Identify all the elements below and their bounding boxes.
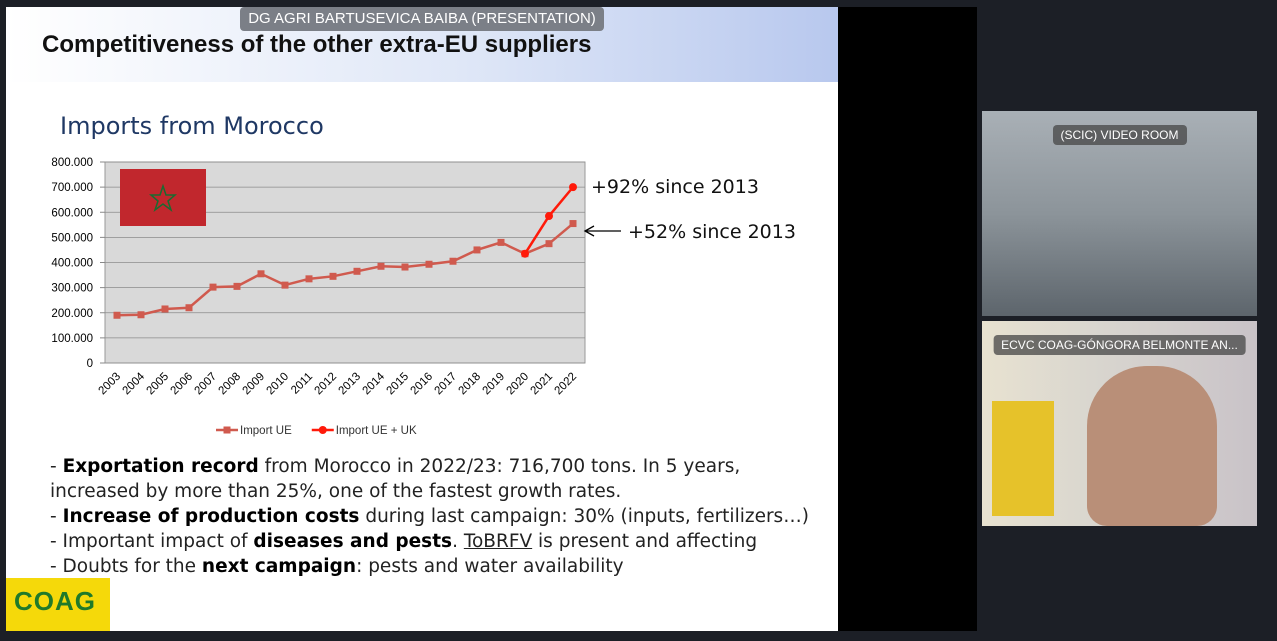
data-point (161, 305, 169, 313)
data-point (569, 183, 577, 192)
bullet-text: is present and affecting (532, 531, 758, 552)
x-tick-label: 2021 (529, 371, 556, 398)
bullet-text: ToBRFV (463, 531, 533, 552)
legend-marker (223, 426, 231, 434)
bullet-text: Exportation record (62, 456, 259, 477)
annotation-arrowhead (583, 225, 595, 237)
y-tick-label: 500.000 (51, 232, 93, 244)
y-tick-label: 600.000 (51, 207, 93, 219)
data-point (425, 260, 433, 268)
data-point (329, 272, 337, 280)
presenter-label: DG AGRI BARTUSEVICA BAIBA (PRESENTATION) (240, 7, 604, 31)
video-label: ECVC COAG-GÓNGORA BELMONTE AN... (993, 335, 1246, 355)
y-tick-label: 800.000 (51, 157, 93, 169)
data-point (305, 275, 313, 283)
x-tick-label: 2010 (265, 371, 292, 398)
x-tick-label: 2004 (121, 370, 148, 397)
data-point (521, 249, 529, 258)
bullet-text: - (50, 456, 63, 477)
y-tick-label: 100.000 (51, 333, 93, 345)
y-tick-label: 400.000 (51, 258, 93, 270)
annotation: +52% since 2013 (628, 221, 796, 243)
x-tick-label: 2009 (241, 371, 268, 398)
bullet-text: from Morocco in 2022/23: 716,700 tons. I… (50, 456, 741, 502)
bullet: - Doubts for the next campaign: pests an… (50, 554, 825, 579)
data-point (545, 212, 553, 221)
data-point (233, 282, 241, 290)
data-point (257, 270, 265, 278)
slide: Competitiveness of the other extra-EU su… (6, 7, 838, 631)
person (1087, 366, 1217, 526)
x-tick-label: 2022 (553, 371, 580, 398)
bullet: - Important impact of diseases and pests… (50, 529, 825, 554)
x-tick-label: 2006 (169, 371, 196, 398)
bullet-text: : pests and water availability (356, 556, 624, 577)
x-tick-label: 2015 (385, 371, 412, 398)
video-label: (SCIC) VIDEO ROOM (1052, 125, 1187, 145)
flag (120, 169, 206, 226)
chart-title: Imports from Morocco (60, 112, 324, 140)
data-point (449, 257, 457, 265)
data-point (185, 304, 193, 312)
y-tick-label: 200.000 (51, 308, 93, 320)
x-tick-label: 2011 (289, 371, 315, 397)
x-tick-label: 2017 (433, 371, 460, 398)
x-tick-label: 2018 (457, 371, 484, 398)
y-tick-label: 700.000 (51, 182, 93, 194)
annotation: +92% since 2013 (591, 176, 759, 198)
data-point (281, 281, 289, 289)
video-tile[interactable]: ECVC COAG-GÓNGORA BELMONTE AN... (982, 321, 1257, 526)
series-line (116, 222, 574, 317)
bullet-text: diseases and pests (253, 531, 453, 552)
x-tick-label: 2008 (217, 371, 244, 398)
legend-marker (318, 426, 327, 434)
data-point (545, 240, 553, 248)
legend-label: Import UE (240, 425, 292, 437)
data-point (497, 238, 505, 246)
legend-label: Import UE + UK (336, 425, 417, 437)
x-tick-label: 2013 (337, 371, 364, 398)
data-point (377, 262, 385, 270)
data-point (401, 263, 409, 271)
flag-star (148, 183, 178, 213)
bullet-text: - Doubts for the (50, 556, 202, 577)
bullet-text: next campaign (201, 556, 357, 577)
x-tick-label: 2020 (505, 371, 532, 398)
logo: COAG (6, 578, 110, 631)
black-area (838, 7, 977, 631)
x-tick-label: 2014 (361, 370, 388, 397)
slide-title: Competitiveness of the other extra-EU su… (42, 31, 592, 58)
y-tick-label: 0 (87, 358, 93, 370)
bullet-text: during last campaign: 30% (inputs, ferti… (359, 506, 809, 527)
x-tick-label: 2012 (313, 371, 340, 398)
bullet-text: . (452, 531, 464, 552)
bullet-list: - Exportation record from Morocco in 202… (50, 454, 825, 579)
data-point (209, 283, 217, 291)
data-point (353, 267, 361, 275)
x-tick-label: 2003 (97, 371, 124, 398)
bullet: - Exportation record from Morocco in 202… (50, 454, 825, 504)
bullet-text: - Important impact of (50, 531, 254, 552)
x-tick-label: 2019 (481, 371, 508, 398)
x-tick-label: 2005 (145, 371, 172, 398)
data-point (569, 220, 577, 228)
data-point (113, 311, 121, 319)
poster (992, 401, 1054, 516)
chart: Imports from Morocco 0 100.000 200.000 300.… (51, 112, 796, 437)
data-point (473, 246, 481, 254)
x-tick-label: 2007 (193, 371, 220, 398)
bullet-text: Increase of production costs (62, 506, 360, 527)
bullet: - Increase of production costs during la… (50, 504, 825, 529)
x-tick-label: 2016 (409, 371, 436, 398)
y-tick-label: 300.000 (51, 283, 93, 295)
logo-text: COAG (14, 586, 96, 616)
bullet-text: - (50, 506, 63, 527)
data-point (137, 311, 145, 319)
video-tile[interactable]: (SCIC) VIDEO ROOM (982, 111, 1257, 316)
